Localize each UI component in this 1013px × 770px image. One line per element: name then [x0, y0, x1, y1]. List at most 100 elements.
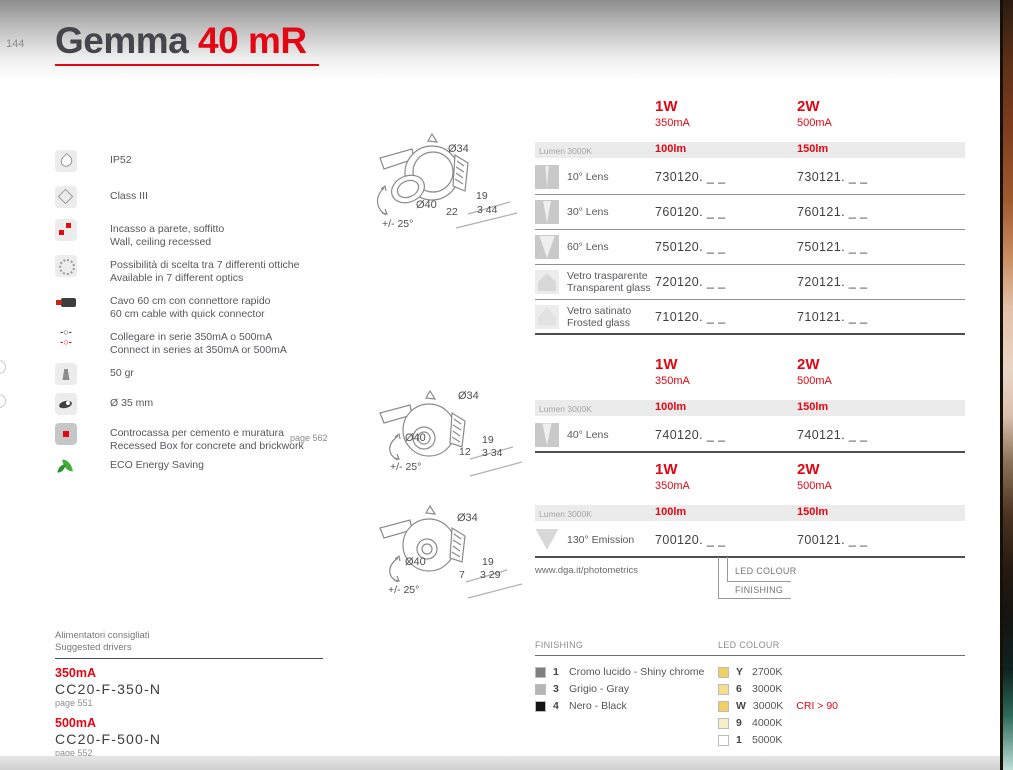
dim-height: 19 — [482, 556, 494, 568]
finish-code: 3 — [553, 683, 559, 695]
tilt-angle: +/- 25° — [390, 461, 422, 473]
power-header-1w: 1W — [655, 98, 678, 115]
callout-line — [718, 598, 791, 599]
finishing-item: 4 Nero - Black — [535, 700, 627, 712]
finish-swatch — [535, 666, 546, 678]
title-underline — [55, 64, 319, 66]
technical-drawing-mid: Ø34 Ø40 12 19 3 34 +/- 25° — [372, 388, 524, 496]
dim-diameter-34: Ø34 — [458, 390, 479, 402]
led-swatch — [718, 683, 729, 695]
feature-text-it: Possibilità di scelta tra 7 differenti o… — [110, 259, 300, 271]
optics-icon — [55, 255, 77, 277]
feature-series: Collegare in serie 350mA o 500mA Connect… — [55, 327, 365, 356]
led-code: 9 — [736, 717, 742, 729]
callout-line — [718, 557, 719, 598]
table-header: 1W 350mA 2W 500mA — [535, 356, 965, 400]
lumen-label: Lumen 3000K — [539, 404, 592, 414]
drivers-divider — [55, 658, 323, 659]
dim-diameter-40: Ø40 — [405, 432, 426, 444]
finish-code: 4 — [553, 700, 559, 712]
feature-ip-rating: IP52 — [55, 150, 365, 172]
adjacent-page-photo-edge — [1000, 0, 1013, 770]
finishing-item: 3 Grigio - Gray — [535, 683, 629, 695]
feature-text-en: 60 cm cable with quick connector — [110, 307, 265, 320]
feature-text-en: Connect in series at 350mA or 500mA — [110, 343, 287, 356]
product-code: 720120. _ _ — [655, 275, 726, 289]
driver-page-ref: page 552 — [55, 748, 93, 758]
table-row: 60° Lens 750120. _ _ 750121. _ _ — [535, 230, 965, 265]
feature-weight: 50 gr — [55, 363, 365, 385]
lumen-value-1w: 100lm — [655, 401, 687, 413]
glass-frosted-icon — [535, 304, 559, 329]
product-code: 760120. _ _ — [655, 205, 726, 219]
feature-text-it: Controcassa per cemento e muratura — [110, 427, 284, 439]
beam-40-icon — [535, 422, 559, 447]
callout-line — [727, 557, 728, 581]
lumen-label: Lumen 3000K — [539, 146, 592, 156]
led-code: 1 — [736, 734, 742, 746]
finish-code: 1 — [553, 666, 559, 678]
led-swatch — [718, 717, 729, 729]
feature-text-it: Collegare in serie 350mA o 500mA — [110, 331, 273, 343]
photometrics-link[interactable]: www.dga.it/photometrics — [535, 565, 638, 576]
led-colour-item: W 3000K CRI > 90 — [718, 700, 838, 712]
class-3-icon — [55, 186, 77, 208]
current-header-500: 500mA — [797, 480, 832, 492]
product-code: 710121. _ _ — [797, 309, 868, 324]
current-header-350: 350mA — [655, 480, 690, 492]
product-code: 740120. _ _ — [655, 427, 726, 442]
page-number: 144 — [6, 38, 25, 50]
series-connection-icon — [55, 327, 77, 349]
product-code: 730120. _ _ — [655, 170, 726, 184]
legend-divider — [535, 655, 965, 656]
glass-clear-icon — [535, 270, 559, 294]
beam-130-icon — [535, 527, 559, 552]
row-label: 10° Lens — [567, 171, 609, 183]
binder-mark-icon — [0, 394, 6, 408]
drivers-title-it: Alimentatori consigliati — [55, 630, 150, 641]
feature-text-en: Available in 7 different optics — [110, 271, 244, 284]
feature-text: Class III — [110, 190, 148, 202]
technical-drawing-adjustable: Ø34 Ø40 22 19 3 44 +/- 25° — [372, 128, 524, 236]
ip52-drop-icon — [55, 150, 77, 172]
eco-leaf-icon — [55, 455, 77, 477]
beam-60-icon — [535, 235, 559, 259]
page-bottom-shadow — [0, 756, 1000, 770]
feature-text: Ø 35 mm — [110, 397, 154, 409]
lumen-band: Lumen 3000K 100lm 150lm — [535, 400, 965, 416]
row-label: Vetro satinato Frosted glass — [567, 304, 632, 329]
page-reference: page 562 — [290, 433, 328, 443]
feature-text-it: Cavo 60 cm con connettore rapido — [110, 295, 271, 307]
feature-text-en: Wall, ceiling recessed — [110, 235, 212, 248]
spotlight-sketch — [379, 389, 523, 477]
feature-mounting: Incasso a parete, soffitto Wall, ceiling… — [55, 219, 365, 248]
feature-text: ECO Energy Saving — [110, 459, 204, 471]
product-code: 710120. _ _ — [655, 309, 726, 324]
power-header-1w: 1W — [655, 461, 678, 478]
led-colour-item: 9 4000K — [718, 717, 782, 729]
cable-connector-icon — [55, 291, 77, 313]
finishing-legend-title: FINISHING — [535, 640, 584, 650]
led-swatch — [718, 700, 729, 712]
feature-diameter: Ø 35 mm — [55, 393, 365, 415]
led-label: 3000K — [752, 683, 783, 695]
finishing-item: 1 Cromo lucido - Shiny chrome — [535, 666, 704, 678]
power-header-2w: 2W — [797, 356, 820, 373]
lumen-band: Lumen 3000K 100lm 150lm — [535, 142, 965, 158]
driver-current: 500mA — [55, 716, 96, 730]
dim-diameter-34: Ø34 — [457, 512, 478, 524]
finishing-callout: FINISHING — [735, 585, 784, 595]
dim-depth: 22 — [446, 206, 458, 218]
dim-depth: 7 — [459, 569, 465, 581]
feature-eco: ECO Energy Saving — [55, 455, 365, 477]
current-header-500: 500mA — [797, 117, 832, 129]
driver-page-ref: page 551 — [55, 698, 93, 708]
led-code: 6 — [736, 683, 742, 695]
product-variant: 40 mR — [198, 20, 307, 61]
driver-code: CC20-F-350-N — [55, 681, 162, 697]
tilt-angle: +/- 25° — [382, 218, 414, 230]
led-label: 4000K — [752, 717, 783, 729]
finish-label: Cromo lucido - Shiny chrome — [569, 666, 705, 678]
diameter-icon — [55, 393, 77, 415]
